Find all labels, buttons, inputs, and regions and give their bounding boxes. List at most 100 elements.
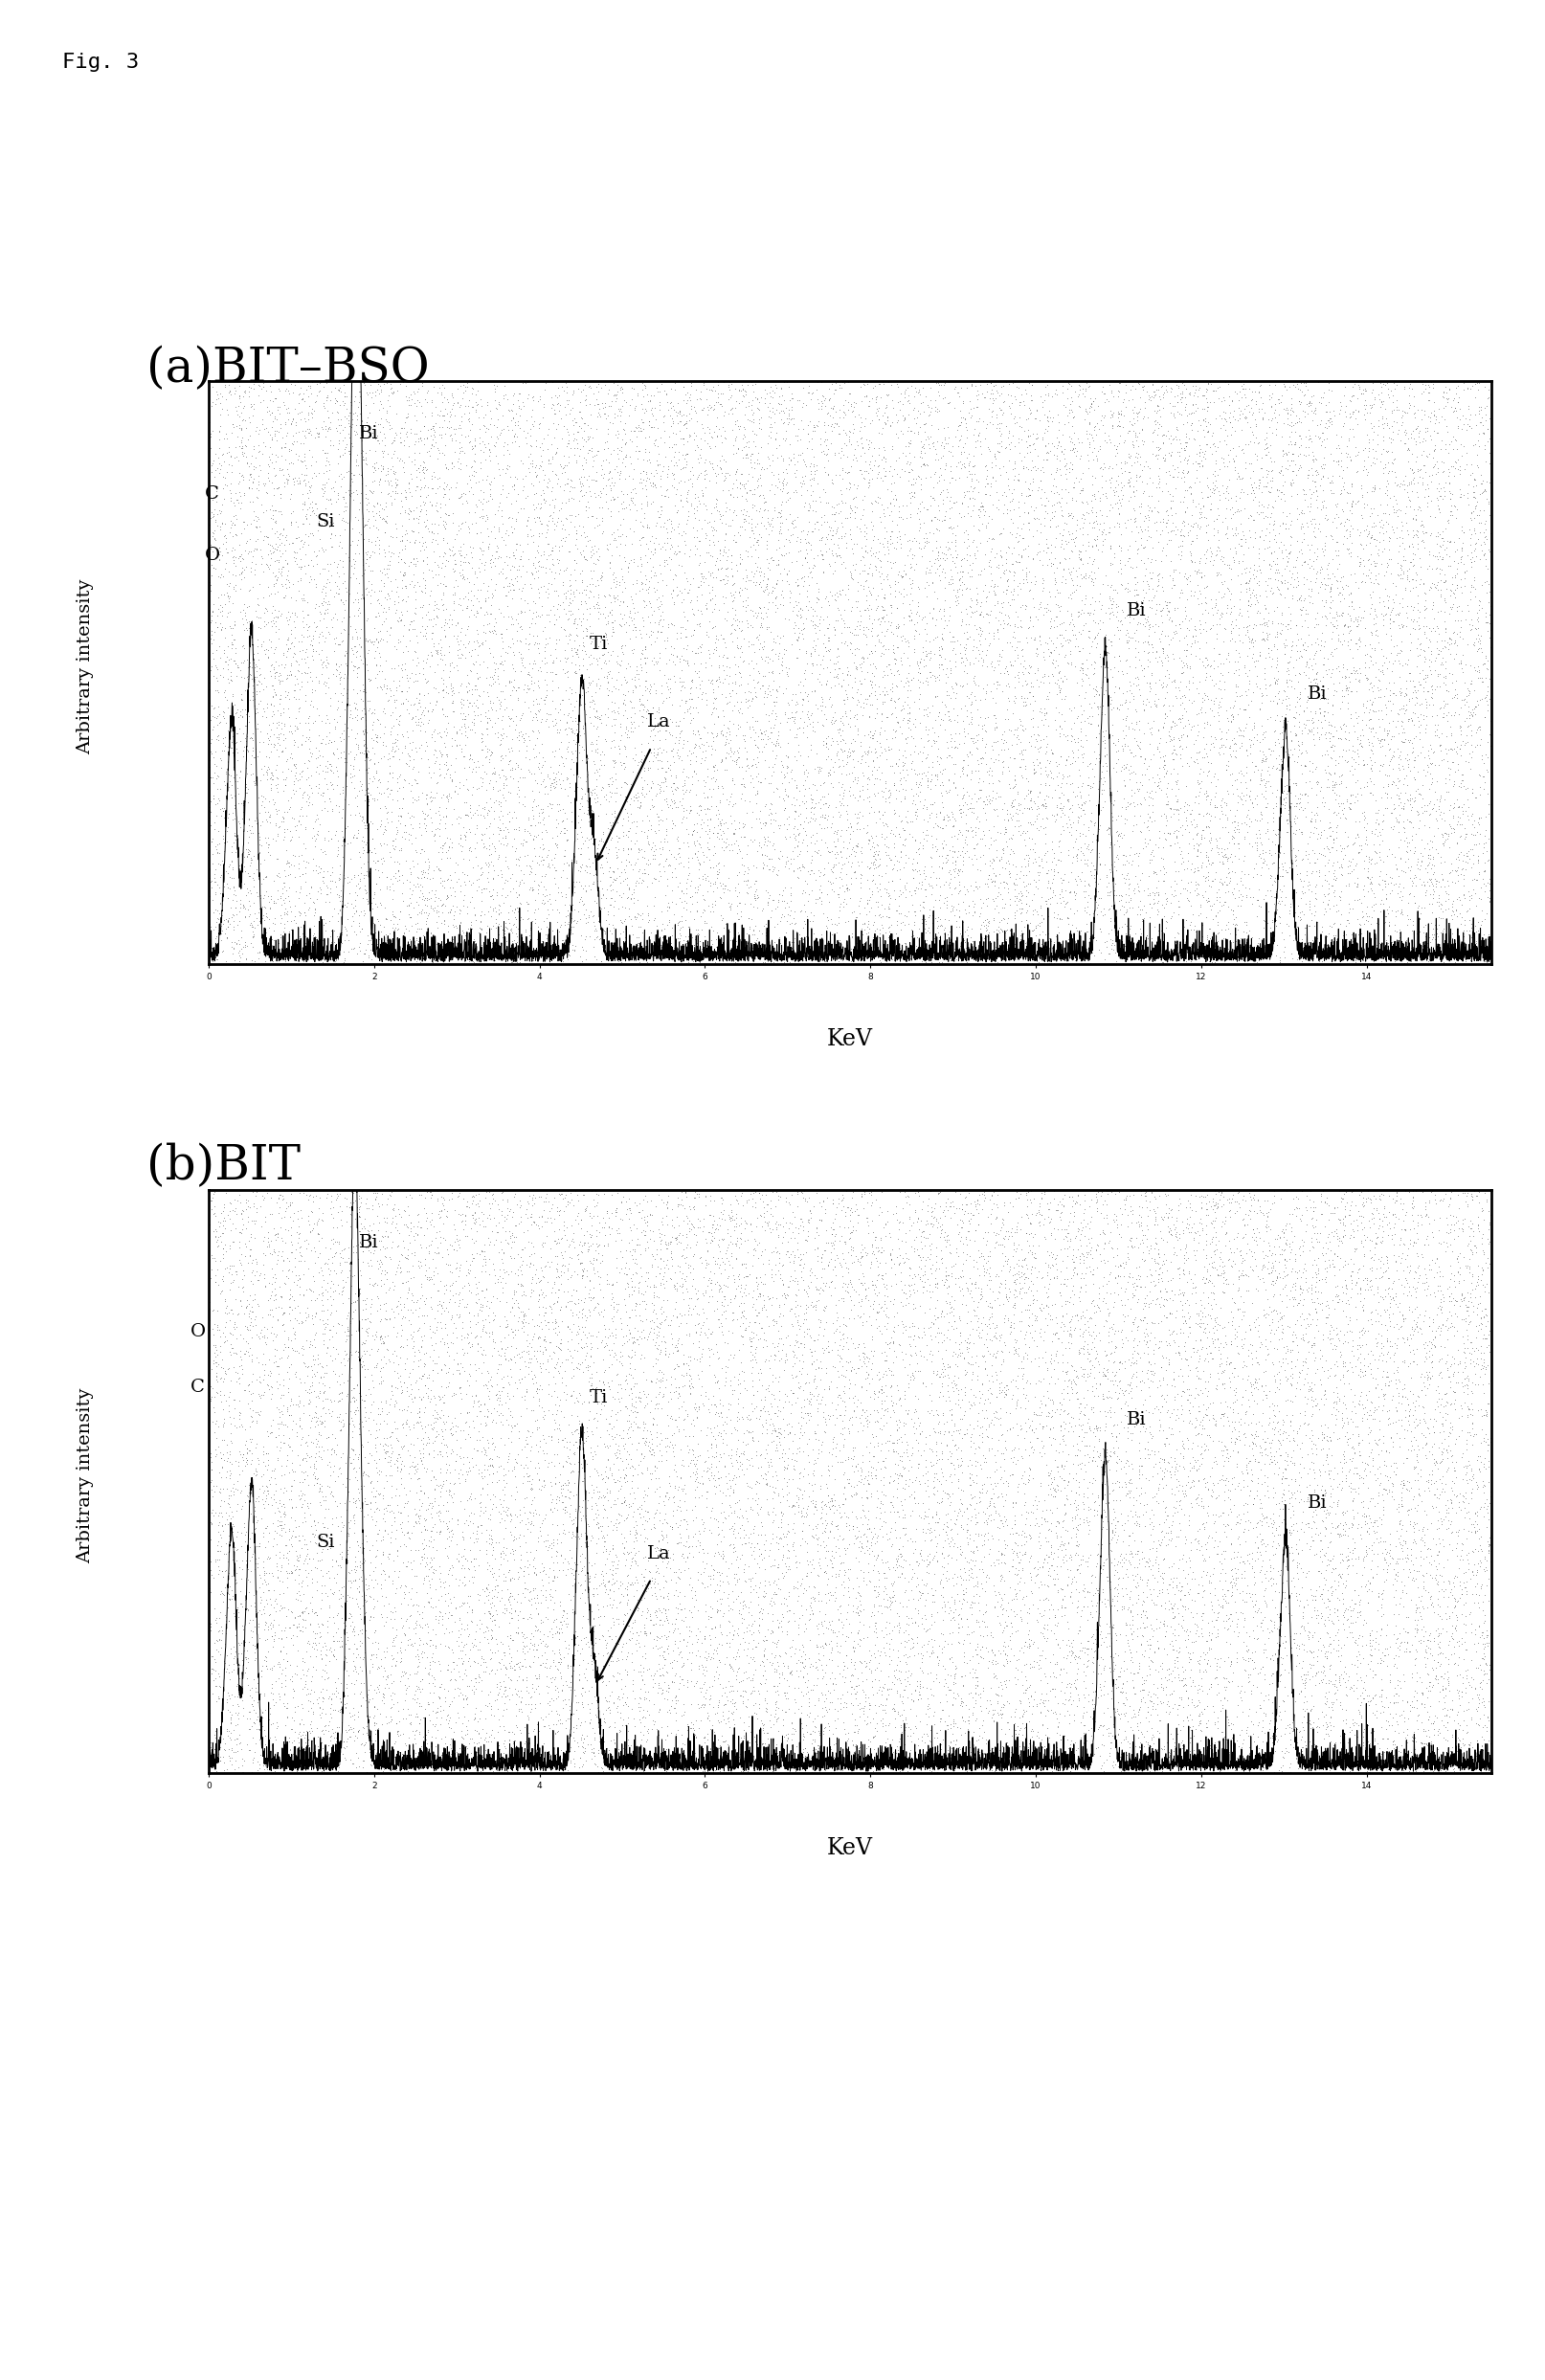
Point xyxy=(541,1269,565,1307)
Point xyxy=(1125,1533,1149,1571)
Point xyxy=(198,1521,222,1559)
Point xyxy=(394,814,419,852)
Point xyxy=(1082,757,1106,795)
Point xyxy=(1360,709,1384,747)
Point xyxy=(711,873,735,912)
Point xyxy=(989,1478,1014,1516)
Point xyxy=(525,1611,550,1649)
Point xyxy=(389,1235,414,1273)
Point xyxy=(959,778,984,816)
Point xyxy=(1458,493,1483,531)
Point xyxy=(1278,419,1302,457)
Point xyxy=(907,505,932,543)
Point xyxy=(1166,1399,1191,1438)
Point xyxy=(243,1449,267,1488)
Point xyxy=(845,1595,870,1633)
Point xyxy=(963,1269,987,1307)
Point xyxy=(244,1202,269,1240)
Point xyxy=(345,735,369,774)
Point xyxy=(491,1647,516,1685)
Point xyxy=(1119,1633,1143,1671)
Point xyxy=(989,864,1014,902)
Point xyxy=(494,1690,519,1728)
Point xyxy=(1077,895,1102,933)
Point xyxy=(326,1733,351,1771)
Point xyxy=(840,733,865,771)
Point xyxy=(856,469,881,507)
Point xyxy=(1176,704,1200,743)
Point xyxy=(1431,452,1455,490)
Point xyxy=(1380,421,1404,459)
Point xyxy=(766,514,791,552)
Point xyxy=(1003,1514,1027,1552)
Point xyxy=(292,745,317,783)
Point xyxy=(1125,1399,1149,1438)
Point xyxy=(1270,847,1295,885)
Point xyxy=(511,719,536,757)
Point xyxy=(1018,1557,1043,1595)
Point xyxy=(562,1747,587,1785)
Point xyxy=(1475,1302,1500,1340)
Point xyxy=(1125,845,1149,883)
Point xyxy=(1319,1307,1344,1345)
Point xyxy=(1272,702,1296,740)
Point xyxy=(391,581,416,619)
Point xyxy=(1077,1630,1102,1668)
Point xyxy=(1428,631,1452,669)
Point xyxy=(941,509,966,547)
Point xyxy=(705,819,729,857)
Point xyxy=(723,462,748,500)
Point xyxy=(442,907,467,945)
Point xyxy=(726,1361,751,1399)
Point xyxy=(958,685,983,724)
Point xyxy=(862,538,887,576)
Point xyxy=(521,816,545,854)
Point xyxy=(1114,374,1139,412)
Point xyxy=(1244,557,1268,595)
Point xyxy=(1120,1661,1145,1699)
Point xyxy=(1301,457,1326,495)
Point xyxy=(1333,433,1358,471)
Point xyxy=(1330,1247,1355,1285)
Point xyxy=(459,1345,484,1383)
Point xyxy=(216,445,241,483)
Point xyxy=(1292,514,1316,552)
Point xyxy=(881,626,905,664)
Point xyxy=(1166,721,1191,759)
Point xyxy=(406,1176,431,1214)
Point xyxy=(796,1438,820,1476)
Point xyxy=(277,1609,301,1647)
Point xyxy=(490,819,514,857)
Point xyxy=(779,1721,803,1759)
Point xyxy=(1183,1621,1208,1659)
Point xyxy=(1086,695,1111,733)
Point xyxy=(1230,624,1255,662)
Point xyxy=(1321,607,1346,645)
Point xyxy=(663,1621,688,1659)
Point xyxy=(1146,681,1171,719)
Point xyxy=(1293,595,1318,633)
Point xyxy=(1065,873,1089,912)
Point xyxy=(1374,1238,1398,1276)
Point xyxy=(1358,1649,1383,1687)
Point xyxy=(932,1416,956,1454)
Point xyxy=(1066,785,1091,823)
Point xyxy=(1108,602,1132,640)
Point xyxy=(457,1578,482,1616)
Point xyxy=(1105,812,1129,850)
Point xyxy=(859,1307,884,1345)
Point xyxy=(975,1649,1000,1687)
Point xyxy=(762,1473,786,1511)
Point xyxy=(1222,1733,1247,1771)
Point xyxy=(476,1566,501,1604)
Point xyxy=(413,1407,437,1445)
Point xyxy=(267,1430,292,1468)
Point xyxy=(1401,516,1426,555)
Point xyxy=(871,826,896,864)
Point xyxy=(239,1668,264,1706)
Point xyxy=(473,583,497,621)
Point xyxy=(442,1204,467,1242)
Point xyxy=(1262,664,1287,702)
Point xyxy=(893,1740,918,1778)
Point xyxy=(471,828,496,866)
